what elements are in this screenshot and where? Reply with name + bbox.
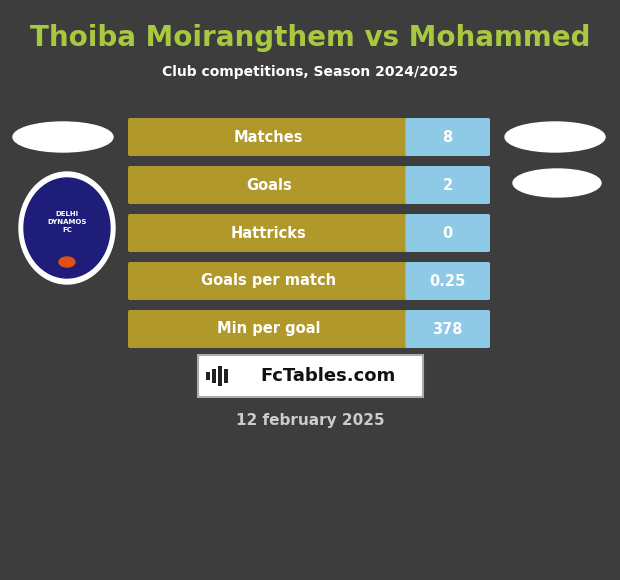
- FancyBboxPatch shape: [407, 168, 412, 202]
- Text: 0.25: 0.25: [430, 274, 466, 288]
- FancyBboxPatch shape: [128, 214, 490, 252]
- Text: Goals per match: Goals per match: [201, 274, 336, 288]
- Text: Goals: Goals: [246, 177, 291, 193]
- FancyBboxPatch shape: [128, 310, 490, 348]
- FancyBboxPatch shape: [407, 216, 412, 250]
- Text: FcTables.com: FcTables.com: [260, 367, 396, 385]
- Ellipse shape: [59, 257, 75, 267]
- Text: Min per goal: Min per goal: [217, 321, 321, 336]
- Text: 0: 0: [443, 226, 453, 241]
- FancyBboxPatch shape: [405, 166, 490, 204]
- FancyBboxPatch shape: [405, 118, 490, 156]
- Text: 2: 2: [443, 177, 453, 193]
- Text: Hattricks: Hattricks: [231, 226, 307, 241]
- Text: Club competitions, Season 2024/2025: Club competitions, Season 2024/2025: [162, 65, 458, 79]
- FancyBboxPatch shape: [198, 355, 422, 397]
- FancyBboxPatch shape: [405, 214, 490, 252]
- Bar: [205, 372, 210, 380]
- FancyBboxPatch shape: [407, 120, 412, 154]
- Text: 12 february 2025: 12 february 2025: [236, 412, 384, 427]
- Ellipse shape: [513, 169, 601, 197]
- FancyBboxPatch shape: [128, 166, 490, 204]
- Ellipse shape: [505, 122, 605, 152]
- Text: Thoiba Moirangthem vs Mohammed: Thoiba Moirangthem vs Mohammed: [30, 24, 590, 52]
- Text: Matches: Matches: [234, 129, 303, 144]
- FancyBboxPatch shape: [405, 310, 490, 348]
- Ellipse shape: [13, 122, 113, 152]
- Bar: [218, 366, 221, 386]
- FancyBboxPatch shape: [128, 118, 490, 156]
- FancyBboxPatch shape: [128, 262, 490, 300]
- Ellipse shape: [19, 172, 115, 284]
- FancyBboxPatch shape: [405, 262, 490, 300]
- Bar: [211, 369, 216, 383]
- FancyBboxPatch shape: [407, 312, 412, 346]
- Text: 378: 378: [433, 321, 463, 336]
- FancyBboxPatch shape: [407, 264, 412, 298]
- Bar: [223, 369, 228, 383]
- Text: 8: 8: [443, 129, 453, 144]
- Ellipse shape: [24, 178, 110, 278]
- Text: DELHI
DYNAMOS
FC: DELHI DYNAMOS FC: [47, 211, 87, 233]
